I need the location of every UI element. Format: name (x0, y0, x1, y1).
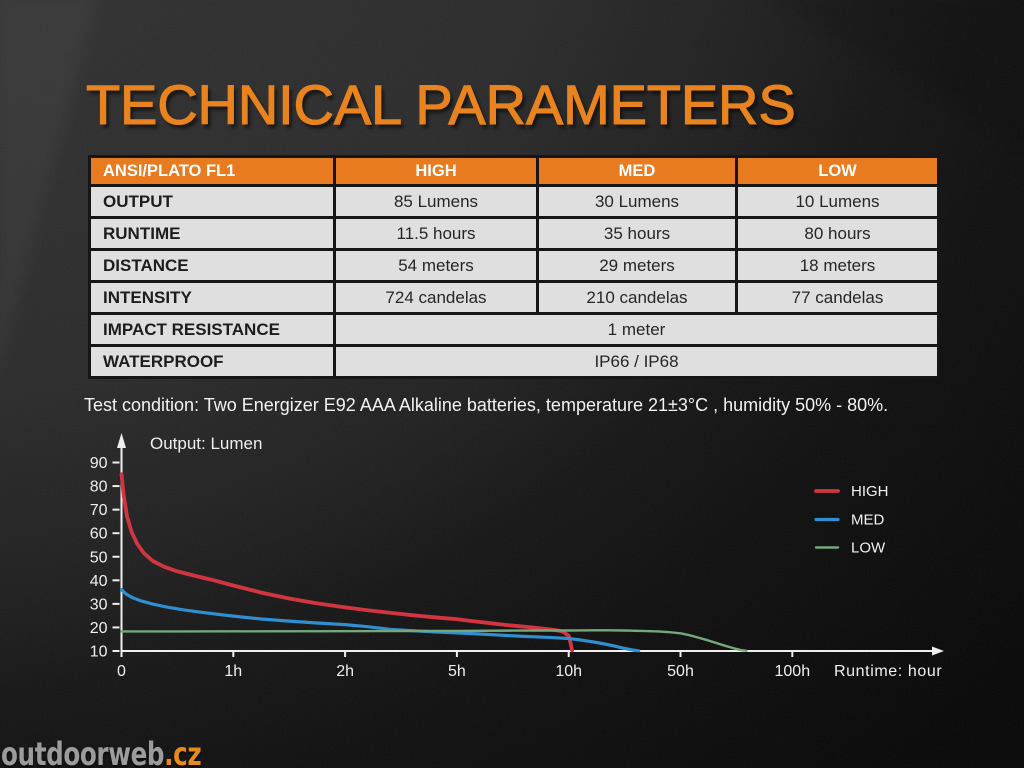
x-axis-arrow-icon (932, 646, 944, 656)
legend-label-low: LOW (851, 540, 886, 557)
y-tick-label: 80 (90, 479, 108, 496)
x-tick-label: 1h (224, 663, 242, 680)
series-line-low (120, 629, 748, 652)
spec-value-cell: 11.5 hours (333, 216, 539, 251)
y-tick-label: 30 (90, 596, 108, 613)
spec-table-row: IMPACT RESISTANCE 1 meter (88, 312, 940, 347)
spec-row-label: DISTANCE (88, 248, 336, 283)
y-tick-label: 20 (90, 620, 108, 637)
y-tick-label: 10 (90, 644, 108, 661)
spec-row-label: OUTPUT (88, 184, 336, 219)
legend-label-med: MED (851, 512, 885, 529)
spec-value-cell: 30 Lumens (536, 184, 738, 219)
spec-table-row: DISTANCE 54 meters 29 meters 18 meters (88, 248, 940, 283)
spec-value-cell: 29 meters (536, 248, 738, 283)
x-tick-label: 0 (117, 663, 126, 680)
spec-value-cell: 77 candelas (735, 280, 940, 315)
series-line-med (119, 588, 641, 653)
spec-row-label: RUNTIME (88, 216, 336, 251)
spec-value-cell: 10 Lumens (735, 184, 940, 219)
spec-value-cell: 85 Lumens (333, 184, 539, 219)
spec-value-cell: 724 candelas (333, 280, 539, 315)
y-axis-arrow-icon (117, 433, 126, 448)
spec-table-head: ANSI/PLATO FL1 HIGH MED LOW (88, 155, 940, 187)
x-tick-label: 50h (667, 663, 694, 680)
spec-table-header-cell: ANSI/PLATO FL1 (88, 155, 336, 187)
spec-row-label: INTENSITY (88, 280, 336, 315)
spec-table-row: RUNTIME 11.5 hours 35 hours 80 hours (88, 216, 940, 251)
spec-table-header-row: ANSI/PLATO FL1 HIGH MED LOW (88, 155, 940, 187)
spec-table: ANSI/PLATO FL1 HIGH MED LOW OUTPUT 85 Lumens… (88, 155, 940, 379)
y-tick-label: 50 (90, 549, 108, 566)
x-tick-label: 5h (448, 663, 466, 680)
spec-value-cell: 54 meters (333, 248, 539, 283)
x-tick-label: 2h (336, 663, 354, 680)
x-tick-label: 100h (775, 663, 811, 680)
spec-value-cell: IP66 / IP68 (333, 344, 940, 379)
spec-table-header-cell: LOW (735, 155, 940, 187)
watermark-suffix: .cz (164, 735, 202, 768)
spec-table-row: WATERPROOF IP66 / IP68 (88, 344, 940, 379)
legend-label-high: HIGH (851, 483, 889, 500)
watermark-text: outdoorweb (1, 735, 165, 768)
spec-value-cell: 80 hours (735, 216, 940, 251)
y-tick-label: 40 (90, 573, 108, 590)
x-axis-title: Runtime: hour (834, 663, 942, 680)
x-tick-label: 10h (555, 663, 582, 680)
spec-table-header-cell: HIGH (333, 155, 539, 187)
spec-value-cell: 210 candelas (536, 280, 738, 315)
spec-row-label: IMPACT RESISTANCE (88, 312, 336, 347)
test-condition-note: Test condition: Two Energizer E92 AAA Al… (84, 395, 889, 415)
spec-value-cell: 35 hours (536, 216, 738, 251)
spec-table-header-cell: MED (536, 155, 738, 187)
page-title: TECHNICAL PARAMETERS (85, 73, 796, 136)
spec-value-cell: 18 meters (735, 248, 940, 283)
spec-table-body: OUTPUT 85 Lumens 30 Lumens 10 Lumens RUNTIME… (88, 184, 940, 379)
spec-value-cell: 1 meter (333, 312, 940, 347)
watermark: outdoorweb.cz (1, 735, 202, 768)
y-tick-label: 60 (90, 526, 108, 543)
spec-table-row: INTENSITY 724 candelas 210 candelas 77 cand… (88, 280, 940, 315)
spec-row-label: WATERPROOF (88, 344, 336, 379)
y-tick-label: 70 (90, 502, 108, 519)
chart-title: Output: Lumen (150, 434, 262, 453)
y-tick-label: 90 (90, 455, 108, 472)
spec-table-row: OUTPUT 85 Lumens 30 Lumens 10 Lumens (88, 184, 940, 219)
